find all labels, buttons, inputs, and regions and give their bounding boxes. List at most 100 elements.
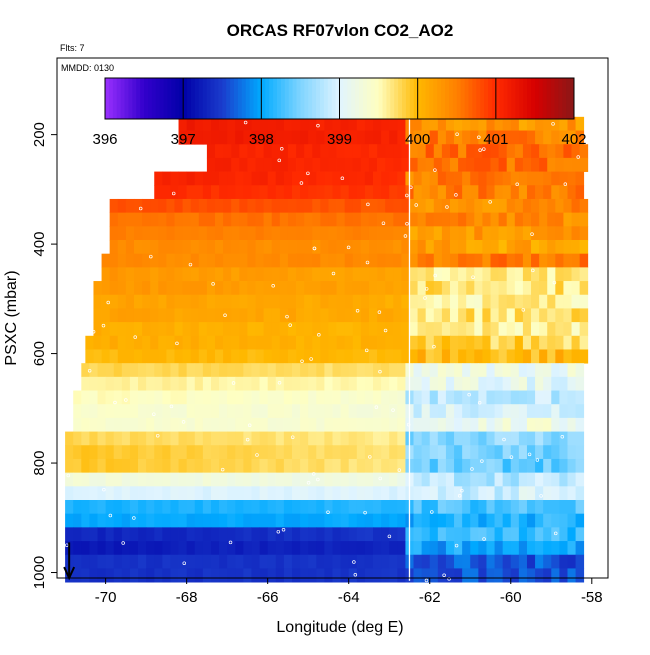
heatmap-cell [255,144,265,159]
heatmap-cell [567,417,576,432]
heatmap-cell [559,404,568,419]
heatmap-cell [178,363,188,378]
heatmap-cell [356,445,366,460]
heatmap-cell [437,376,447,391]
heatmap-cell [308,171,317,186]
heatmap-cell [255,226,265,241]
heatmap-cell [129,376,139,391]
heatmap-cell [579,144,589,159]
heatmap-cell [259,513,269,528]
heatmap-cell [478,363,487,378]
heatmap-cell [356,363,366,378]
heatmap-cell [251,554,260,569]
heatmap-cell [360,281,370,296]
heatmap-cell [150,253,159,268]
heatmap-cell [535,130,544,145]
heatmap-cell [510,458,520,474]
heatmap-cell [291,458,301,474]
heatmap-cell [279,267,289,282]
heatmap-cell [393,144,402,159]
observation-point [113,400,117,405]
observation-point [488,200,492,204]
heatmap-cell [328,308,337,323]
heatmap-cell [575,472,585,487]
heatmap-cell [437,445,447,460]
heatmap-cell [474,157,483,172]
heatmap-cell [202,486,212,501]
heatmap-cell [190,226,200,241]
heatmap-cell [190,253,200,268]
heatmap-cell [352,198,362,214]
heatmap-cell [421,431,431,446]
heatmap-cell [296,308,305,323]
heatmap-cell [231,240,240,255]
heatmap-cell [340,376,350,391]
heatmap-cell [332,390,341,405]
heatmap-cell [89,363,98,378]
heatmap-cell [551,500,560,515]
heatmap-cell [239,144,248,159]
heatmap-cell [182,322,192,337]
colorbar-segment [413,78,419,119]
heatmap-cell [332,376,341,391]
heatmap-cell [308,417,317,432]
heatmap-cell [340,363,350,378]
heatmap-cell [397,472,406,487]
heatmap-cell [291,445,301,460]
heatmap-cell [125,349,135,364]
heatmap-cell [478,431,487,446]
heatmap-cell [381,171,390,186]
heatmap-cell [401,157,410,172]
heatmap-cell [340,513,350,528]
colorbar-segment [210,78,215,119]
heatmap-cell [514,335,524,350]
heatmap-cell [368,294,378,309]
heatmap-cell [332,554,341,569]
heatmap-cell [174,240,183,255]
heatmap-cell [194,568,204,583]
heatmap-cell [356,527,366,542]
heatmap-cell [239,226,248,241]
heatmap-cell [531,281,540,296]
heatmap-cell [287,144,297,159]
heatmap-cell [486,185,495,200]
heatmap-cell [275,472,285,487]
heatmap-cell [275,541,285,556]
heatmap-cell [543,445,552,460]
heatmap-cell [291,513,301,528]
heatmap-cell [125,322,135,337]
heatmap-cell [433,308,443,323]
heatmap-cell [445,116,455,131]
heatmap-cell [174,281,183,296]
colorbar-segment [550,78,555,119]
heatmap-cell [535,486,544,501]
heatmap-cell [360,226,370,241]
observation-point [423,296,427,300]
observation-point [132,516,136,520]
colorbar-segment [316,78,321,119]
heatmap-cell [389,486,398,501]
heatmap-cell [227,404,236,419]
heatmap-cell [105,554,115,569]
heatmap-cell [385,294,394,309]
heatmap-cell [389,130,398,145]
heatmap-cell [356,472,366,487]
heatmap-cell [133,294,143,309]
heatmap-cell [555,322,564,337]
colorbar-segment [280,78,286,119]
heatmap-cell [474,322,483,337]
heatmap-cell [336,294,346,309]
observation-point [535,458,540,462]
heatmap-cell [470,554,479,569]
heatmap-cell [466,212,475,227]
heatmap-cell [150,294,159,309]
colorbar-segment [140,78,145,119]
heatmap-cell [308,554,317,569]
heatmap-cell [559,185,568,200]
heatmap-cell [287,281,297,296]
heatmap-cell [393,240,402,255]
heatmap-cell [259,458,269,474]
heatmap-cell [113,527,123,542]
colorbar-segment [445,78,450,119]
heatmap-cell [129,541,139,556]
